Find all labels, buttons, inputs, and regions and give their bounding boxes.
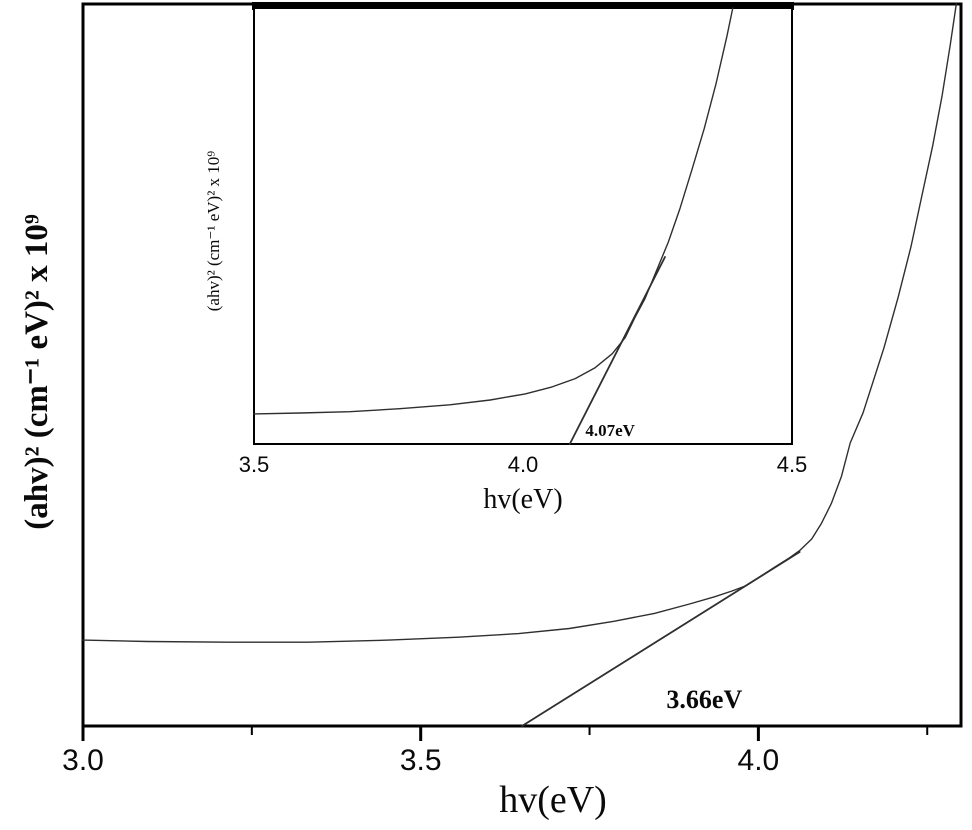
inset-tauc-absorption-curve bbox=[253, 7, 734, 415]
main-bandgap-annotation: 3.66eV bbox=[666, 685, 743, 714]
main-band-gap-tangent-line bbox=[521, 551, 801, 727]
inset-x-tick-label: 4.5 bbox=[776, 452, 808, 477]
inset-x-tick-label: 3.5 bbox=[238, 452, 270, 477]
main-x-tick-label: 3.0 bbox=[62, 744, 104, 777]
inset-x-tick-label: 4.0 bbox=[507, 452, 539, 477]
inset-y-axis-label: (ahv)² (cm⁻¹ eV)² x 10⁹ bbox=[204, 150, 223, 312]
main-x-axis-label: hv(eV) bbox=[499, 779, 607, 821]
inset-bandgap-annotation: 4.07eV bbox=[585, 421, 635, 441]
main-y-axis-label: (ahv)² (cm⁻¹ eV)² x 10⁹ bbox=[19, 214, 55, 530]
inset-x-axis-label: hv(eV) bbox=[483, 484, 563, 515]
inset-top-border-band bbox=[252, 2, 794, 10]
inset-band-gap-tangent-line bbox=[568, 256, 666, 445]
main-x-tick-label: 3.5 bbox=[399, 744, 442, 777]
inset-plot-frame bbox=[253, 7, 793, 445]
main-x-tick-label: 4.0 bbox=[737, 744, 780, 777]
